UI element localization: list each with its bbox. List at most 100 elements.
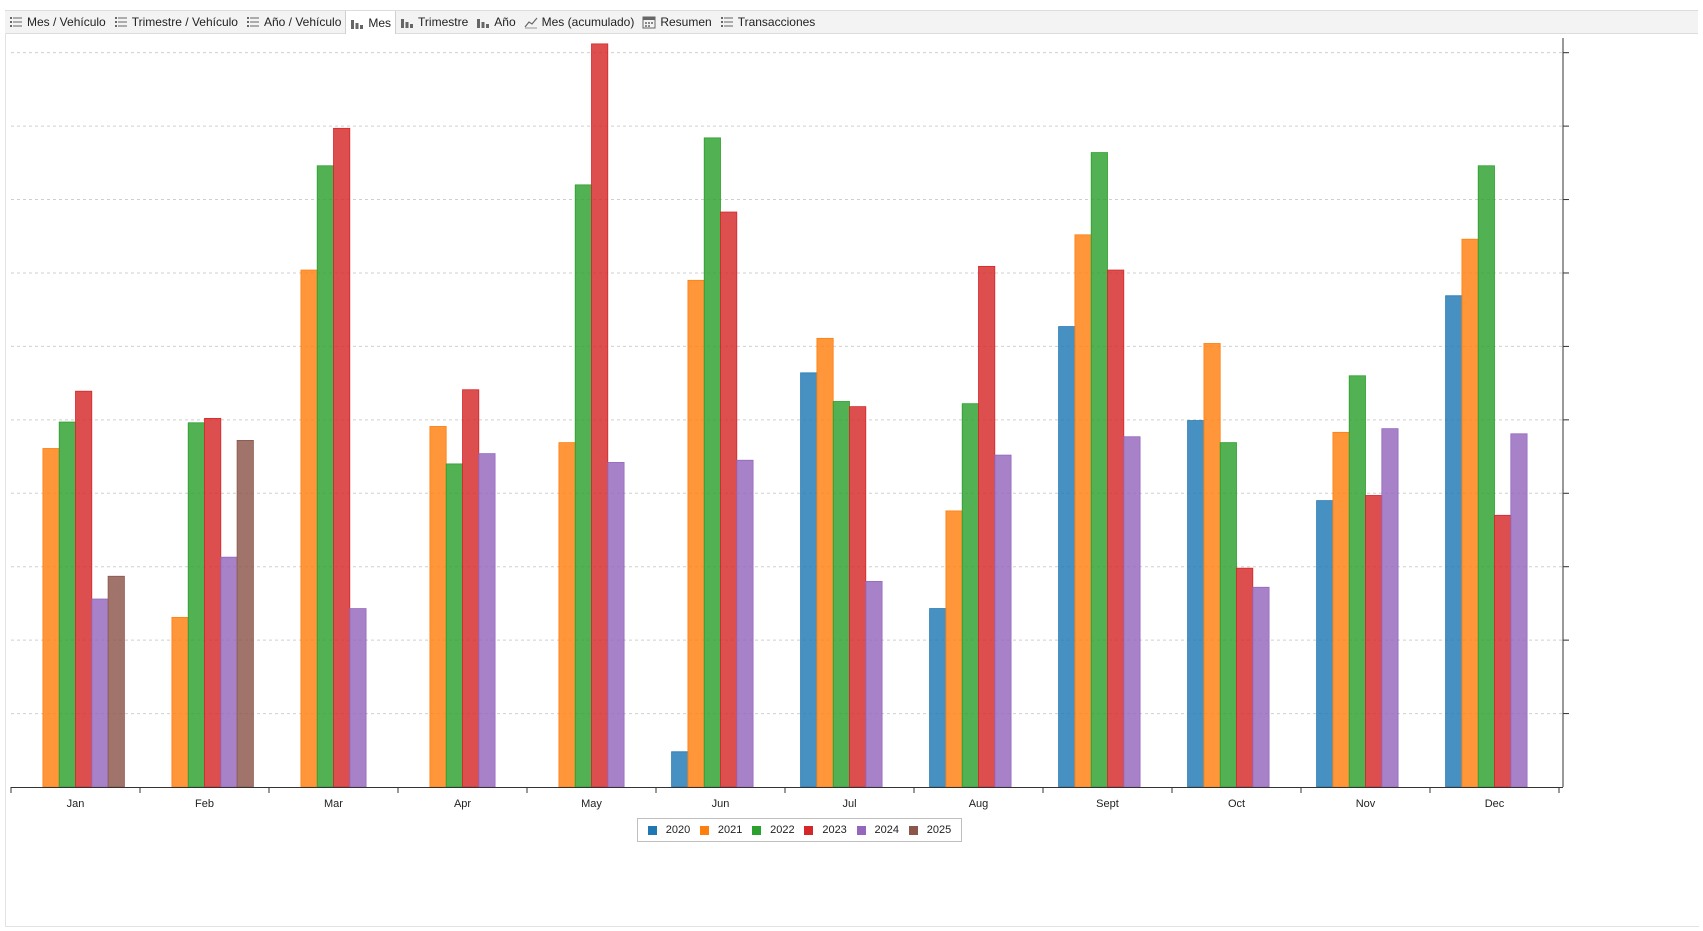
- tab-año-vehículo[interactable]: Año / Vehículo: [242, 11, 345, 33]
- view-tab-bar: Mes / Vehículo Trimestre / Vehículo Año / …: [5, 10, 1698, 34]
- x-tick-label: Jun: [712, 798, 730, 810]
- bar-2024-mar: [349, 608, 367, 788]
- list-icon: [246, 15, 264, 29]
- tab-transacciones[interactable]: Transacciones: [716, 11, 820, 33]
- legend-swatch: [856, 825, 866, 835]
- bar-2020-dec: [1445, 295, 1463, 788]
- bar-2020-oct: [1187, 420, 1205, 788]
- legend-label: 2023: [822, 824, 847, 836]
- bar-2021-feb: [171, 616, 189, 788]
- tab-trimestre[interactable]: Trimestre: [396, 11, 472, 33]
- tab-trimestre-vehículo[interactable]: Trimestre / Vehículo: [110, 11, 242, 33]
- legend-swatch: [752, 825, 762, 835]
- tab-label: Año: [494, 15, 516, 29]
- legend-item-2022[interactable]: 2022: [752, 824, 795, 836]
- bar-2024-jun: [736, 459, 754, 788]
- bar-2020-sept: [1058, 326, 1076, 788]
- chart-area: Jan Feb Mar Apr May Jun Jul Aug Sept Oct Nov Dec: [5, 33, 1699, 927]
- tab-label: Trimestre / Vehículo: [131, 15, 238, 29]
- x-tick-label: Mar: [324, 798, 343, 810]
- bar-2020-jul: [800, 372, 818, 788]
- bar-2023-dec: [1494, 514, 1512, 788]
- bar-2023-mar: [333, 127, 351, 788]
- bar-2025-feb: [236, 440, 254, 788]
- bar-2022-jun: [703, 137, 721, 788]
- bar-2022-nov: [1348, 375, 1366, 788]
- tab-mes-vehículo[interactable]: Mes / Vehículo: [5, 11, 110, 33]
- list-icon: [720, 15, 738, 29]
- bar-2022-jul: [832, 401, 850, 788]
- x-tick-label: Sept: [1096, 798, 1119, 810]
- legend-swatch: [804, 825, 814, 835]
- bar-2024-jul: [865, 580, 883, 788]
- bar-2024-jan: [91, 598, 109, 788]
- bar-2020-jun: [671, 751, 689, 788]
- bar-2023-jun: [720, 211, 738, 788]
- bar-2023-feb: [204, 417, 222, 788]
- legend-swatch: [647, 825, 657, 835]
- legend-swatch: [908, 825, 918, 835]
- monthly-bar-chart: Jan Feb Mar Apr May Jun Jul Aug Sept Oct Nov Dec: [10, 38, 1569, 810]
- legend-swatch: [699, 825, 709, 835]
- tab-label: Mes / Vehículo: [27, 15, 106, 29]
- tab-label: Transacciones: [737, 15, 816, 29]
- bar-2023-oct: [1236, 567, 1254, 788]
- list-icon: [9, 15, 27, 29]
- bar-2022-may: [574, 184, 592, 788]
- bar-2022-jan: [58, 421, 76, 788]
- legend-item-2020[interactable]: 2020: [647, 824, 691, 836]
- bar-2023-jan: [75, 390, 93, 788]
- bar-2024-nov: [1381, 428, 1399, 788]
- bar-2023-jul: [849, 406, 867, 788]
- chart-legend: 2020 2021 2022 2023 2024 2025: [637, 818, 962, 842]
- bar-2021-jun: [687, 279, 705, 788]
- bar-2021-dec: [1461, 238, 1479, 788]
- x-tick-label: Nov: [1356, 798, 1376, 810]
- bar-2022-aug: [961, 403, 979, 788]
- bar-2023-aug: [978, 265, 996, 788]
- tab-resumen[interactable]: Resumen: [638, 11, 715, 33]
- bar-2022-feb: [187, 422, 205, 788]
- tab-año[interactable]: Año: [472, 11, 519, 33]
- legend-label: 2020: [665, 824, 691, 836]
- x-tick-label: Dec: [1485, 798, 1505, 810]
- bar-chart-icon: [400, 15, 418, 29]
- bar-chart-icon: [350, 16, 368, 30]
- bar-2021-aug: [945, 510, 963, 788]
- x-tick-label: Jul: [842, 798, 856, 810]
- bar-chart-icon: [476, 15, 494, 29]
- tab-label: Mes: [368, 15, 392, 30]
- bar-2023-nov: [1365, 495, 1383, 788]
- legend-label: 2025: [926, 824, 952, 836]
- tab-label: Trimestre: [418, 15, 469, 29]
- bar-2023-apr: [462, 389, 480, 788]
- legend-item-2024[interactable]: 2024: [856, 824, 899, 836]
- bar-2021-oct: [1203, 343, 1221, 788]
- bar-2022-apr: [445, 463, 463, 788]
- bar-2024-dec: [1510, 433, 1528, 788]
- bar-2023-may: [591, 43, 609, 788]
- bar-2020-nov: [1316, 500, 1334, 788]
- bar-2021-jul: [816, 337, 834, 788]
- bar-2020-aug: [929, 608, 947, 788]
- tab-mes[interactable]: Mes: [345, 11, 397, 34]
- legend-item-2023[interactable]: 2023: [804, 824, 847, 836]
- legend-item-2021[interactable]: 2021: [699, 824, 743, 836]
- x-tick-label: May: [581, 798, 602, 810]
- x-tick-label: Aug: [969, 798, 989, 810]
- bar-2024-sept: [1123, 436, 1141, 788]
- tab-mes-acumulado[interactable]: Mes (acumulado): [520, 11, 639, 33]
- calendar-icon: [642, 15, 660, 29]
- bar-2022-oct: [1219, 442, 1237, 788]
- bar-2024-aug: [994, 454, 1012, 788]
- legend-item-2025[interactable]: 2025: [908, 824, 952, 836]
- bar-2024-may: [607, 462, 625, 788]
- x-tick-label: Feb: [195, 798, 214, 810]
- list-icon: [114, 15, 132, 29]
- bar-2022-dec: [1477, 165, 1495, 788]
- legend-label: 2021: [717, 824, 743, 836]
- tab-label: Año / Vehículo: [263, 15, 342, 29]
- bar-2021-sept: [1074, 234, 1092, 788]
- line-chart-icon: [524, 15, 542, 29]
- bar-2024-oct: [1252, 586, 1270, 788]
